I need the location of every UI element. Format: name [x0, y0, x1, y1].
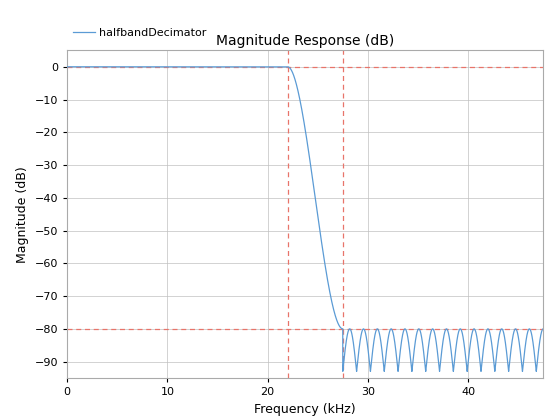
Line: halfbandDecimator: halfbandDecimator [67, 67, 543, 371]
Title: Magnitude Response (dB): Magnitude Response (dB) [216, 34, 394, 48]
halfbandDecimator [64, 64, 71, 69]
halfbandDecimator [509, 337, 516, 342]
halfbandDecimator [405, 336, 412, 341]
halfbandDecimator [370, 347, 376, 352]
X-axis label: Frequency (kHz): Frequency (kHz) [254, 403, 356, 415]
halfbandDecimator [540, 326, 547, 331]
halfbandDecimator [289, 70, 296, 75]
halfbandDecimator [352, 354, 358, 360]
halfbandDecimator [183, 64, 189, 69]
Legend: halfbandDecimator: halfbandDecimator [73, 28, 207, 38]
Y-axis label: Magnitude (dB): Magnitude (dB) [16, 166, 29, 262]
halfbandDecimator [464, 369, 470, 374]
